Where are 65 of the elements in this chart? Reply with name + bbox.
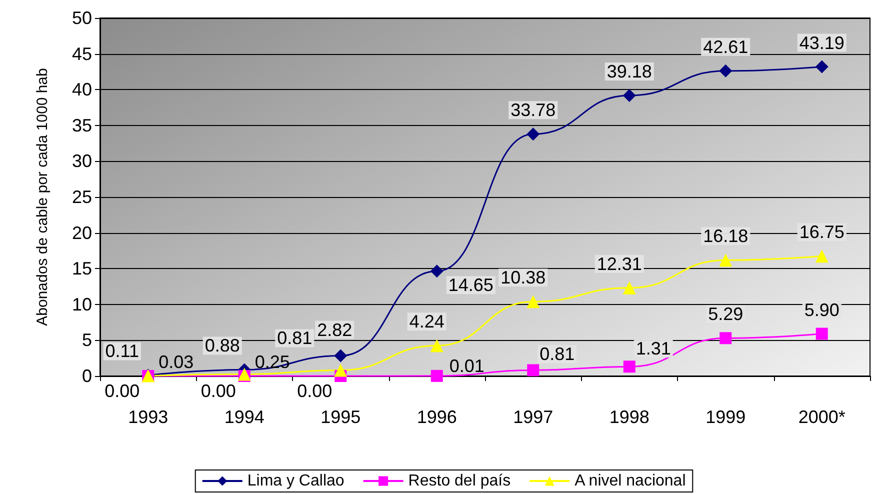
y-tick-label: 40 [72,80,92,100]
data-label: 0.03 [158,352,194,372]
x-tick-label: 1994 [224,407,264,427]
point [815,60,828,74]
x-tick-label: 1993 [128,407,168,427]
y-axis-title: Abonados de cable por cada 1000 hab [34,68,51,326]
data-label: 5.29 [708,304,744,324]
point [622,88,636,102]
data-label: 0.01 [449,356,484,376]
x-tick-label: 1996 [416,407,457,427]
point [526,295,540,308]
x-tick-label: 1997 [513,407,554,427]
data-label: 42.61 [703,36,748,57]
data-label: 1.31 [636,338,671,359]
y-tick-label: 30 [72,151,92,172]
data-label: 2.82 [317,320,352,340]
legend-label: A nivel nacional [574,472,686,490]
y-tick-label: 20 [72,222,92,243]
y-tick-label: 50 [72,8,92,28]
y-tick-label: 45 [72,44,92,64]
point [334,364,348,377]
data-label: 10.38 [500,268,546,288]
data-label: 43.19 [799,32,844,53]
y-tick-label: 25 [72,187,92,207]
data-label: 39.18 [606,61,652,82]
point [430,339,444,352]
x-tick-label: 1999 [706,407,746,427]
point [430,370,443,382]
point [430,264,444,278]
y-tick-label: 0 [82,366,92,386]
point [622,281,636,294]
data-label: 0.00 [297,381,332,401]
data-label: 0.81 [277,328,312,348]
legend-label: Resto del país [408,472,511,490]
y-tick-label: 35 [72,115,92,136]
point [816,328,828,340]
data-label: 16.18 [703,226,748,246]
point [526,128,540,141]
data-label: 5.90 [804,300,840,320]
data-label: 0.00 [104,381,140,401]
data-label: 0.00 [200,381,236,401]
y-tick-label: 15 [72,258,92,279]
legend-label: Lima y Callao [247,472,344,490]
x-tick-label: 1998 [609,407,650,427]
point [238,368,251,381]
point [720,332,732,344]
data-label: 0.81 [540,344,575,364]
point [719,64,732,78]
x-tick-label: 1995 [320,407,361,427]
data-label: 16.75 [799,222,844,242]
data-label: 0.25 [254,352,290,372]
point [815,250,828,263]
point [719,254,732,267]
y-tick-label: 10 [72,294,92,314]
data-label: 0.11 [105,341,139,362]
data-label: 0.88 [204,336,240,356]
data-label: 12.31 [596,254,642,274]
data-label: 4.24 [409,312,444,332]
y-tick-label: 5 [82,330,92,350]
x-tick-label: 2000* [798,407,846,427]
point [334,349,348,362]
data-label: 14.65 [448,275,494,296]
data-label: 33.78 [510,100,556,120]
point [527,364,540,376]
point [623,360,636,373]
